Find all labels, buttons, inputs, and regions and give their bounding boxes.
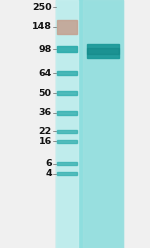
- Bar: [57, 140, 77, 143]
- Bar: [57, 130, 77, 133]
- Text: 64: 64: [39, 69, 52, 78]
- Bar: [57, 46, 77, 52]
- Text: 36: 36: [39, 108, 52, 117]
- Bar: [82, 0, 123, 248]
- Bar: [57, 111, 77, 115]
- Bar: [56, 0, 123, 248]
- Text: 98: 98: [38, 45, 52, 54]
- Text: 16: 16: [39, 137, 52, 146]
- Text: 50: 50: [39, 89, 52, 97]
- Bar: [57, 91, 77, 95]
- Bar: [57, 71, 77, 75]
- Bar: [57, 162, 77, 165]
- Text: 22: 22: [39, 127, 52, 136]
- Bar: [57, 20, 77, 33]
- Text: 148: 148: [32, 22, 52, 31]
- Text: 6: 6: [45, 159, 52, 168]
- Bar: [87, 44, 119, 58]
- Text: 4: 4: [45, 169, 52, 178]
- Bar: [56, 0, 78, 248]
- Bar: [87, 48, 119, 54]
- Text: 250: 250: [32, 3, 52, 12]
- Bar: [57, 172, 77, 175]
